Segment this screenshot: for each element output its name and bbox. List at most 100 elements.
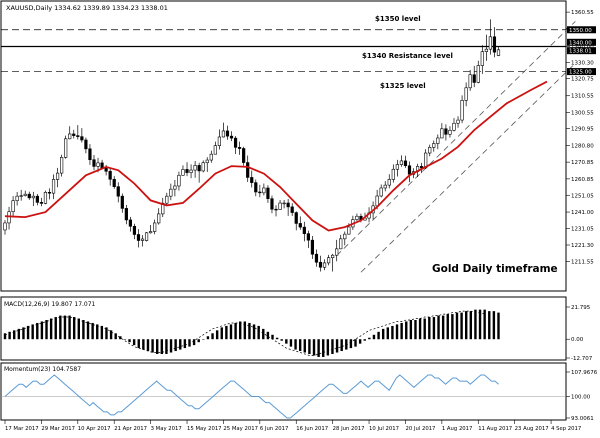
macd-bar xyxy=(100,325,104,340)
macd-signal-line xyxy=(4,310,485,356)
candle-body xyxy=(23,193,27,196)
y-tick-label: 1280.80 xyxy=(571,143,594,149)
candle-body xyxy=(403,160,408,167)
macd-bar xyxy=(96,324,99,340)
macd-bar xyxy=(423,318,426,340)
candle-body xyxy=(448,129,452,135)
momentum-tick-label: 107.9676 xyxy=(571,370,598,376)
momentum-title: Momentum(23) 104.7587 xyxy=(4,366,81,373)
time-axis: 17 Mar 2017 29 Mar 2017 10 Apr 2017 21 Apr … xyxy=(4,420,581,432)
macd-bar xyxy=(257,325,260,340)
macd-bar xyxy=(40,321,44,340)
macd-bar xyxy=(474,309,477,340)
candle-body xyxy=(318,261,323,268)
x-tick-label: 6 Jun 2017 xyxy=(260,426,289,432)
y-tick-label: 1320.75 xyxy=(571,77,594,83)
macd-bar xyxy=(151,339,154,353)
macd-bar xyxy=(446,314,449,340)
macd-bar xyxy=(432,317,436,340)
macd-bar xyxy=(280,339,283,341)
candle-body xyxy=(387,179,391,186)
y-tick-label: 1251.05 xyxy=(571,193,594,199)
candle-body xyxy=(19,195,23,197)
macd-bar xyxy=(229,324,233,340)
candle-body xyxy=(436,137,440,144)
macd-bar xyxy=(248,322,251,340)
candle-body xyxy=(347,226,351,235)
macd-bar xyxy=(197,339,200,343)
channel-upper-line xyxy=(336,21,576,256)
candle-body xyxy=(157,213,161,224)
candle-body xyxy=(84,139,88,150)
macd-bar xyxy=(460,312,463,340)
main-panel-frame xyxy=(0,0,567,292)
macd-bar xyxy=(215,330,219,340)
macd-bar xyxy=(137,339,140,349)
x-tick-label: 21 Apr 2017 xyxy=(114,426,147,432)
candle-body xyxy=(290,206,294,213)
candle-body xyxy=(35,195,39,203)
x-tick-label: 11 Aug 2017 xyxy=(478,426,512,432)
candle-body xyxy=(496,49,501,56)
candle-body xyxy=(217,136,221,146)
macd-bar xyxy=(451,314,454,340)
macd-bar xyxy=(275,337,279,340)
candle-body xyxy=(286,202,290,208)
y-tick-label: 1290.95 xyxy=(571,127,594,133)
candle-body xyxy=(128,219,132,227)
macd-bar xyxy=(294,339,297,350)
macd-bar xyxy=(363,339,366,341)
candle-body xyxy=(274,208,278,211)
candle-body xyxy=(229,135,234,139)
macd-bar xyxy=(68,315,71,340)
candle-body xyxy=(254,182,258,193)
candle-body xyxy=(96,162,100,167)
candle-body xyxy=(270,198,274,210)
candle-body xyxy=(149,231,153,234)
candle-body xyxy=(395,164,399,170)
candle-body xyxy=(331,254,335,259)
price-badges: 1350.00 1340.00 1338.01 1325.00 xyxy=(567,26,596,76)
candle-body xyxy=(27,193,31,199)
candle-body xyxy=(72,133,76,136)
candle-body xyxy=(43,192,48,204)
macd-bar xyxy=(386,327,390,340)
macd-bar xyxy=(488,311,491,340)
macd-bar xyxy=(271,334,274,340)
macd-bar xyxy=(13,330,16,340)
candle-body xyxy=(201,162,205,172)
candle-body xyxy=(278,202,282,210)
macd-bar xyxy=(322,339,325,357)
y-tick-label: 1330.30 xyxy=(571,61,594,67)
macd-bar xyxy=(377,331,380,340)
macd-bar xyxy=(63,315,67,340)
macd-bar xyxy=(266,331,270,340)
annotation-1340: $1340 Resistance level xyxy=(362,52,453,60)
macd-bar xyxy=(395,324,399,340)
macd-bar xyxy=(497,312,500,340)
candle-body xyxy=(262,187,266,194)
macd-bar xyxy=(492,311,496,340)
candle-body xyxy=(173,185,177,190)
candle-body xyxy=(310,239,315,255)
price-badge-label: 1325.00 xyxy=(569,70,592,76)
candle-body xyxy=(80,136,84,141)
price-badge xyxy=(567,68,596,76)
y-tick-label: 1211.55 xyxy=(571,259,594,265)
macd-bar xyxy=(368,337,371,340)
candle-body xyxy=(456,119,460,124)
price-levels xyxy=(1,29,566,72)
x-tick-label: 25 May 2017 xyxy=(223,426,258,432)
candle-body xyxy=(177,174,181,187)
macd-bar xyxy=(123,339,127,340)
candle-body xyxy=(120,195,124,209)
candle-body xyxy=(68,133,72,140)
candle-body xyxy=(31,195,35,199)
macd-bar xyxy=(146,339,150,352)
macd-bar xyxy=(243,321,247,340)
x-tick-label: 17 Mar 2017 xyxy=(5,426,39,432)
candle-body xyxy=(258,191,262,194)
trend-channel xyxy=(336,21,576,273)
candle-body xyxy=(3,222,7,231)
